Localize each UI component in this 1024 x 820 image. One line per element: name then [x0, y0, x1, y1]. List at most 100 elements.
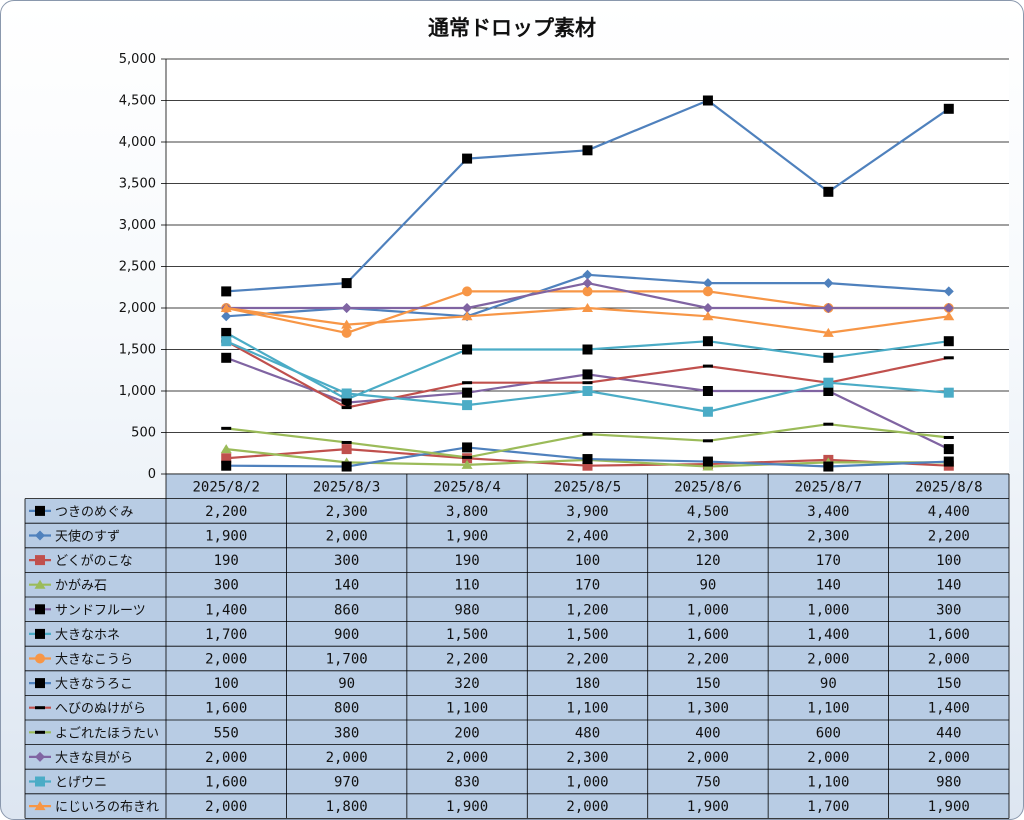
table-cell-value: 1,900 [205, 529, 247, 545]
marker-triangle [220, 303, 232, 312]
marker-square [341, 278, 352, 289]
marker-dash [702, 439, 713, 443]
marker-diamond [582, 278, 593, 289]
table-cell-value: 2,000 [326, 750, 368, 766]
marker-square [341, 461, 352, 472]
table-cell-value: 1,600 [687, 627, 729, 643]
marker-square [35, 628, 45, 639]
marker-diamond [582, 269, 593, 280]
table-cell-value: 180 [575, 676, 600, 692]
marker-square [582, 386, 593, 396]
table-cell-value: 2,000 [928, 652, 970, 668]
marker-square [823, 461, 834, 472]
y-tick-label: 0 [148, 467, 156, 482]
table-cell-value: 190 [454, 553, 479, 569]
table-cell-value: 1,400 [205, 602, 247, 618]
y-tick-label: 4,500 [119, 94, 156, 109]
y-tick-label: 3,500 [119, 177, 156, 192]
table-cell-value: 2,000 [205, 652, 247, 668]
marker-square [462, 400, 473, 411]
table-cell-value: 2,000 [205, 799, 247, 815]
marker-square [943, 387, 954, 398]
marker-diamond [943, 286, 954, 297]
series-7 [221, 442, 954, 472]
marker-dash [823, 422, 834, 426]
marker-circle [702, 286, 713, 297]
table-cell-value: 2,200 [928, 529, 970, 545]
table-cell-value: 600 [816, 725, 841, 741]
marker-diamond [341, 303, 352, 313]
marker-square [582, 145, 593, 156]
series-name-label: とげウニ [55, 776, 107, 791]
table-cell-value: 1,700 [205, 627, 247, 643]
legend-key-10 [29, 751, 51, 762]
table-cell-value: 320 [454, 676, 479, 692]
marker-square [341, 444, 352, 455]
table-cell-value: 1,900 [446, 529, 488, 545]
marker-square [943, 103, 954, 114]
legend-key-5 [29, 628, 51, 639]
marker-dash [341, 440, 352, 444]
table-cell-value: 2,000 [205, 750, 247, 766]
marker-square [221, 453, 232, 464]
marker-square [943, 444, 954, 455]
legend-key-9 [29, 730, 51, 734]
table-cell-value: 1,300 [687, 701, 729, 717]
marker-square [35, 678, 45, 689]
table-cell-value: 4,400 [928, 504, 970, 520]
marker-square [341, 394, 352, 405]
marker-square [702, 95, 713, 106]
table-cell-value: 2,300 [566, 750, 608, 766]
table-cell-value: 1,200 [566, 602, 608, 618]
table-cell-value: 400 [695, 725, 720, 741]
marker-square [462, 344, 473, 355]
marker-square [221, 352, 232, 363]
marker-dash [35, 730, 45, 734]
marker-dash [582, 432, 593, 436]
chart-title: 通常ドロップ素材 [428, 16, 596, 40]
table-cell-value: 2,200 [446, 652, 488, 668]
legend-key-2 [29, 555, 51, 566]
marker-square [35, 604, 45, 615]
marker-diamond [702, 303, 713, 313]
table-cell-value: 140 [816, 578, 841, 594]
grid-layer: 0 500 1,000 1,500 2,000 2,500 3,000 3,500 4,000 4… [119, 52, 1009, 482]
marker-square [823, 377, 834, 388]
table-cell-value: 2,000 [807, 750, 849, 766]
series-5 [221, 327, 954, 405]
marker-square [582, 454, 593, 465]
table-cell-value: 980 [936, 775, 961, 791]
series-name-label: 大きな貝がら [55, 751, 133, 766]
table-cell-value: 90 [338, 676, 355, 692]
table-cell-value: 1,000 [807, 602, 849, 618]
marker-circle [341, 327, 352, 338]
table-cell-value: 1,100 [566, 701, 608, 717]
table-cell-value: 2,000 [446, 750, 488, 766]
table-cell-value: 860 [334, 602, 359, 618]
marker-dash [943, 435, 954, 439]
marker-square [35, 555, 45, 566]
series-12 [220, 303, 955, 337]
table-body-bg [25, 498, 1009, 819]
marker-dash [221, 426, 232, 430]
marker-triangle [34, 579, 46, 589]
marker-dash [462, 455, 473, 459]
y-tick-label: 2,500 [119, 260, 156, 275]
table-cell-value: 170 [816, 553, 841, 569]
marker-circle [35, 653, 45, 664]
x-category-label: 2025/8/7 [795, 479, 862, 495]
table-cell-value: 1,100 [807, 775, 849, 791]
table-cell-value: 2,300 [687, 529, 729, 545]
table-cell-value: 90 [699, 578, 716, 594]
table-cell-value: 1,400 [928, 701, 970, 717]
table-cell-value: 1,900 [446, 799, 488, 815]
series-name-label: よごれたほうたい [55, 725, 159, 741]
series-layer [220, 95, 955, 472]
table-cell-value: 2,300 [807, 529, 849, 545]
marker-diamond [823, 303, 834, 313]
table-header-bg [166, 474, 1009, 499]
y-tick-label: 3,000 [119, 218, 156, 233]
series-name-label: サンドフルーツ [55, 603, 146, 618]
table-cell-value: 100 [936, 553, 961, 569]
